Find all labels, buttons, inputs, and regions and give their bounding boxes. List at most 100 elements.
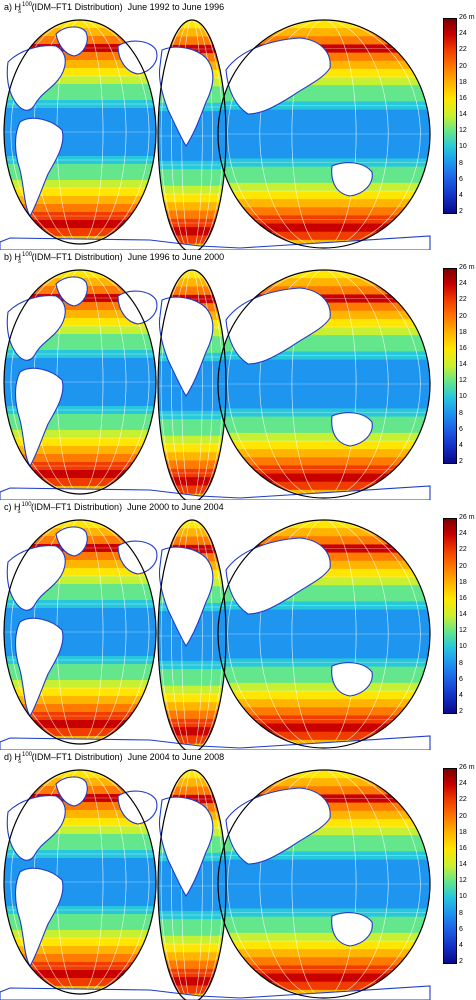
colorbar-tick-label: 10 <box>459 393 467 401</box>
colorbar-tick-label: 8 <box>459 409 463 417</box>
colorbar-tick-label: 22 <box>459 546 467 554</box>
land-africa <box>158 46 214 148</box>
land-australia <box>331 162 373 197</box>
lobe-outline <box>217 769 431 999</box>
land-africa <box>158 296 214 398</box>
land-africa <box>158 796 214 898</box>
colorbar-tick-label: 2 <box>459 958 463 965</box>
colorbar-tick-label: 20 <box>459 62 467 70</box>
colorbar-tick-label: 18 <box>459 578 467 586</box>
panel-letter: d) <box>4 752 13 762</box>
map-panel: a) H100s (IDM–FT1 Distribution) June 199… <box>0 0 476 250</box>
colorbar-tick-label: 22 <box>459 296 467 304</box>
panel-variable-superscript: 100 <box>22 2 33 8</box>
colorbar-tick-label: 22 <box>459 796 467 804</box>
land-africa <box>158 546 214 648</box>
panel-distribution: (IDM–FT1 Distribution) <box>31 2 123 12</box>
lobe-outline <box>217 269 431 499</box>
world-map <box>0 769 431 1000</box>
map-panel: d) H100s (IDM–FT1 Distribution) June 200… <box>0 750 476 1000</box>
world-map <box>0 519 431 750</box>
colorbar-ticks: 26 m 24 22 20 18 16 14 12 10 8 6 4 2 <box>459 514 476 716</box>
colorbar-tick-label: 6 <box>459 175 463 183</box>
panel-title: c) H100s (IDM–FT1 Distribution) June 200… <box>4 502 224 515</box>
colorbar-tick-label: 16 <box>459 344 467 352</box>
lobe-outline <box>217 19 431 249</box>
land-antarctica <box>0 735 431 750</box>
land-south-america <box>14 117 64 218</box>
colorbar-tick-label: 14 <box>459 361 467 368</box>
land-north-america <box>6 295 66 361</box>
lobe-outline <box>3 769 157 995</box>
colorbar <box>443 768 457 964</box>
colorbar-tick-label: 6 <box>459 675 463 683</box>
land-antarctica <box>0 985 431 1000</box>
panel-variable-superscript: 100 <box>22 252 33 258</box>
colorbar-tick-label: 2 <box>459 208 463 215</box>
colorbar <box>443 18 457 214</box>
map-panel: b) H100s (IDM–FT1 Distribution) June 199… <box>0 250 476 500</box>
colorbar-tick-label: 24 <box>459 530 467 538</box>
panel-distribution: (IDM–FT1 Distribution) <box>31 252 123 262</box>
land-north-america <box>6 795 66 861</box>
panel-letter: c) <box>4 502 12 512</box>
panel-variable-superscript: 100 <box>21 502 32 508</box>
panel-variable-subscript: s <box>18 8 22 15</box>
colorbar-tick-label: 26 m <box>459 14 475 21</box>
panel-title: a) H100s (IDM–FT1 Distribution) June 199… <box>4 2 224 15</box>
land-greenland <box>55 776 88 807</box>
panel-distribution: (IDM–FT1 Distribution) <box>31 752 123 762</box>
land-greenland <box>55 526 88 557</box>
colorbar-ticks: 26 m 24 22 20 18 16 14 12 10 8 6 4 2 <box>459 14 476 216</box>
colorbar-tick-label: 16 <box>459 844 467 852</box>
land-australia <box>331 912 373 947</box>
colorbar-tick-label: 26 m <box>459 264 475 271</box>
colorbar-tick-label: 24 <box>459 280 467 288</box>
panel-period: June 2004 to June 2008 <box>127 752 225 762</box>
lobe-outline <box>3 519 157 745</box>
colorbar-tick-label: 4 <box>459 941 463 949</box>
colorbar-tick-label: 12 <box>459 627 467 635</box>
land-south-america <box>14 367 64 468</box>
colorbar-tick-label: 24 <box>459 30 467 38</box>
land-north-america <box>6 45 66 111</box>
world-map <box>0 19 431 250</box>
colorbar-tick-label: 12 <box>459 127 467 135</box>
colorbar-tick-label: 26 m <box>459 514 475 521</box>
colorbar-tick-label: 8 <box>459 159 463 167</box>
colorbar-tick-label: 18 <box>459 828 467 836</box>
land-asia <box>225 37 331 115</box>
land-antarctica <box>0 485 431 500</box>
colorbar-tick-label: 4 <box>459 191 463 199</box>
panel-title: d) H100s (IDM–FT1 Distribution) June 200… <box>4 752 224 765</box>
colorbar-tick-label: 20 <box>459 562 467 570</box>
map-panel: c) H100s (IDM–FT1 Distribution) June 200… <box>0 500 476 750</box>
colorbar-tick-label: 14 <box>459 111 467 118</box>
panel-variable: H <box>14 502 21 512</box>
colorbar-tick-label: 14 <box>459 861 467 868</box>
land-greenland <box>55 26 88 57</box>
panel-variable: H <box>14 252 22 262</box>
lobe-outline <box>157 269 227 500</box>
lobe-outline <box>157 769 227 1000</box>
lobe-outline <box>3 269 157 495</box>
land-antarctica <box>0 235 431 250</box>
colorbar-tick-label: 24 <box>459 780 467 788</box>
colorbar-tick-label: 10 <box>459 143 467 151</box>
colorbar-tick-label: 2 <box>459 458 463 465</box>
panel-period: June 1992 to June 1996 <box>127 2 225 12</box>
colorbar-tick-label: 22 <box>459 46 467 54</box>
panel-period: June 1996 to June 2000 <box>127 252 225 262</box>
colorbar-tick-label: 8 <box>459 909 463 917</box>
colorbar <box>443 268 457 464</box>
land-australia <box>331 412 373 447</box>
land-asia <box>225 287 331 365</box>
land-australia <box>331 662 373 697</box>
lobe-outline <box>157 519 227 750</box>
colorbar-tick-label: 10 <box>459 643 467 651</box>
land-south-america <box>14 867 64 968</box>
land-north-america <box>6 545 66 611</box>
panel-variable-subscript: s <box>18 758 22 765</box>
world-map <box>0 269 431 500</box>
panel-variable-subscript: s <box>17 508 21 515</box>
